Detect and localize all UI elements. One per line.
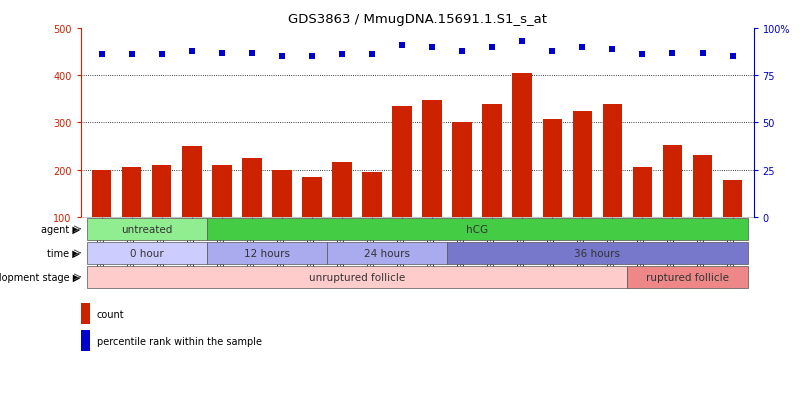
Text: untreated: untreated [121, 224, 172, 234]
Point [396, 43, 409, 49]
Text: hCG: hCG [466, 224, 488, 234]
Point [335, 52, 348, 59]
Point [185, 48, 198, 55]
Title: GDS3863 / MmugDNA.15691.1.S1_s_at: GDS3863 / MmugDNA.15691.1.S1_s_at [288, 13, 546, 26]
Point [426, 45, 438, 51]
Text: agent ▶: agent ▶ [41, 224, 80, 234]
Bar [152, 166, 172, 217]
Bar [603, 105, 622, 217]
Point [696, 50, 709, 57]
Point [276, 54, 289, 60]
Point [636, 52, 649, 59]
Bar [212, 166, 231, 217]
Point [546, 48, 559, 55]
Point [486, 45, 499, 51]
Bar [302, 177, 322, 217]
Point [95, 52, 108, 59]
Bar [447, 242, 748, 264]
Text: time ▶: time ▶ [48, 248, 80, 258]
Text: count: count [97, 309, 124, 319]
Bar [332, 163, 351, 217]
Bar [633, 168, 652, 217]
Bar [362, 173, 382, 217]
Bar [86, 242, 207, 264]
Point [125, 52, 138, 59]
Bar [327, 242, 447, 264]
Text: 24 hours: 24 hours [364, 248, 410, 258]
Bar [513, 74, 532, 217]
Bar [393, 107, 412, 217]
Bar [693, 156, 713, 217]
Text: percentile rank within the sample: percentile rank within the sample [97, 336, 262, 346]
Text: 0 hour: 0 hour [130, 248, 164, 258]
Bar [122, 168, 141, 217]
Bar [572, 111, 592, 217]
Bar [182, 147, 202, 217]
Text: unruptured follicle: unruptured follicle [309, 272, 405, 282]
Text: development stage ▶: development stage ▶ [0, 272, 80, 282]
Bar [272, 170, 292, 217]
Bar [207, 218, 748, 240]
Point [666, 50, 679, 57]
Point [245, 50, 258, 57]
Point [366, 52, 379, 59]
Bar [422, 100, 442, 217]
Point [726, 54, 739, 60]
Point [606, 46, 619, 53]
Point [455, 48, 468, 55]
Text: ruptured follicle: ruptured follicle [646, 272, 729, 282]
Point [516, 39, 529, 45]
Point [305, 54, 318, 60]
Point [215, 50, 228, 57]
Text: 12 hours: 12 hours [244, 248, 290, 258]
Point [576, 45, 589, 51]
Bar [627, 266, 748, 288]
Bar [542, 119, 562, 217]
Bar [207, 242, 327, 264]
Bar [723, 180, 742, 217]
Bar [452, 123, 472, 217]
Bar [86, 266, 627, 288]
Bar [86, 218, 207, 240]
Bar [242, 158, 262, 217]
Bar [92, 170, 111, 217]
Point [156, 52, 168, 59]
Text: 36 hours: 36 hours [575, 248, 621, 258]
Bar [483, 105, 502, 217]
Bar [663, 146, 682, 217]
